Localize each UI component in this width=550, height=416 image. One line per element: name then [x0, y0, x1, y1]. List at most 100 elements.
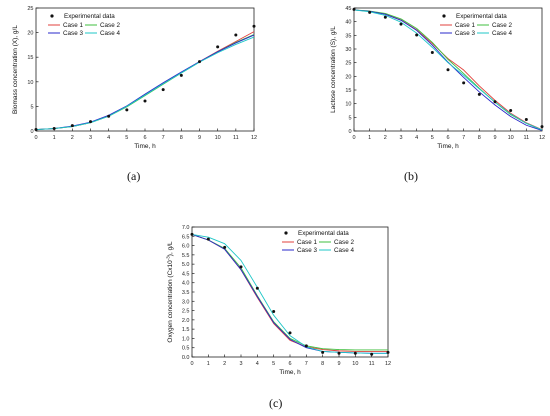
y-tick-label: 5.5 — [182, 253, 190, 259]
y-tick-label: 10 — [345, 102, 351, 108]
x-tick-label: 11 — [523, 135, 529, 141]
y-tick-label: 4.5 — [182, 271, 190, 277]
y-tick-label: 3.5 — [182, 290, 190, 296]
y-tick-label: 30 — [345, 47, 351, 53]
x-tick-label: 8 — [478, 135, 481, 141]
y-tick-label: 15 — [27, 55, 33, 61]
y-tick-label: 20 — [345, 74, 351, 80]
y-tick-label: 40 — [345, 20, 351, 26]
series-line-case-4 — [353, 9, 543, 131]
y-tick-label: 45 — [345, 6, 351, 12]
y-tick-label: 5.0 — [182, 262, 190, 268]
x-tick-label: 10 — [352, 361, 358, 367]
x-tick-label: 4 — [107, 135, 110, 141]
data-point — [415, 33, 419, 37]
y-tick-label: 2.0 — [182, 318, 190, 324]
y-tick-label: 10 — [27, 80, 33, 86]
data-point — [143, 99, 147, 103]
y-tick-label: 6.5 — [182, 234, 190, 240]
data-point — [540, 125, 544, 129]
x-tick-label: 2 — [71, 135, 74, 141]
chart-panel-2: 0 1 2 3 4 5 6 7 8 9 10 11 120.00.51.01.52.02.53.03.5… — [166, 225, 392, 376]
data-point — [524, 118, 528, 122]
y-tick-label: 4.0 — [182, 281, 190, 287]
data-point — [190, 232, 194, 236]
x-tick-label: 2 — [384, 135, 387, 141]
x-tick-label: 11 — [233, 135, 239, 141]
data-point — [446, 68, 450, 72]
legend-entry: Case 4 — [492, 30, 512, 37]
data-point — [206, 237, 210, 241]
data-point — [252, 24, 256, 28]
data-point — [70, 124, 74, 128]
panel-label-b: (b) — [404, 169, 418, 183]
data-point — [430, 51, 434, 55]
legend-entry: Experimental data — [456, 13, 507, 20]
x-tick-label: 1 — [53, 135, 56, 141]
panel-label-a: (a) — [127, 169, 141, 183]
x-tick-label: 9 — [493, 135, 496, 141]
data-point — [161, 88, 165, 92]
x-tick-label: 0 — [34, 135, 37, 141]
x-tick-label: 3 — [89, 135, 92, 141]
y-tick-label: 1.0 — [182, 336, 190, 342]
series-line-case-2 — [353, 9, 543, 131]
x-tick-label: 0 — [352, 135, 355, 141]
x-tick-label: 4 — [256, 361, 259, 367]
y-axis-label: Lactose concentration (S), g/L — [330, 26, 337, 113]
series-line-case-4 — [35, 36, 255, 130]
x-tick-label: 12 — [385, 361, 391, 367]
y-tick-label: 15 — [345, 88, 351, 94]
legend: Experimental data Case 1 Case 2 Case 3 Case … — [440, 13, 512, 37]
series-line-case-2 — [35, 34, 255, 130]
data-point — [386, 350, 390, 354]
y-tick-label: 5 — [30, 104, 33, 110]
legend-entry: Case 2 — [492, 22, 512, 29]
data-point — [52, 127, 56, 131]
x-tick-label: 10 — [508, 135, 514, 141]
data-point — [198, 60, 201, 64]
x-tick-label: 7 — [162, 135, 165, 141]
y-tick-label: 7.0 — [182, 225, 190, 231]
data-point — [337, 351, 341, 355]
data-point — [493, 100, 497, 104]
y-tick-label: 6.0 — [182, 244, 190, 250]
data-point — [125, 108, 129, 112]
data-point — [89, 120, 92, 124]
x-tick-label: 1 — [207, 361, 210, 367]
x-tick-label: 3 — [399, 135, 402, 141]
x-tick-label: 7 — [462, 135, 465, 141]
series-line-case-4 — [191, 233, 388, 354]
y-tick-label: 1.5 — [182, 327, 190, 333]
chart-panel-1: 0 1 2 3 4 5 6 7 8 9 10 11 12051015202530354045Time, … — [330, 6, 545, 150]
data-point — [234, 33, 238, 37]
data-point — [272, 310, 276, 313]
data-point — [477, 92, 481, 96]
legend-entry: Case 2 — [100, 22, 120, 29]
y-tick-label: 0 — [30, 129, 33, 135]
data-point — [370, 352, 374, 356]
legend-entry: Case 2 — [334, 239, 354, 246]
legend-entry: Case 1 — [297, 239, 317, 246]
x-tick-label: 8 — [180, 135, 183, 141]
x-tick-label: 6 — [288, 361, 291, 367]
x-tick-label: 6 — [143, 135, 146, 141]
legend-marker — [50, 14, 54, 18]
legend-entry: Case 1 — [455, 22, 475, 29]
legend-entry: Case 3 — [455, 30, 475, 37]
data-point — [368, 10, 372, 14]
x-tick-label: 2 — [223, 361, 226, 367]
data-point — [34, 128, 38, 132]
y-tick-label: 0.0 — [182, 355, 190, 361]
x-tick-label: 5 — [272, 361, 275, 367]
x-tick-label: 5 — [125, 135, 128, 141]
y-tick-label: 25 — [345, 61, 351, 67]
y-tick-label: 35 — [345, 33, 351, 39]
x-tick-label: 8 — [321, 361, 324, 367]
x-tick-label: 11 — [369, 361, 375, 367]
x-tick-label: 9 — [198, 135, 201, 141]
series-line-case-1 — [35, 31, 255, 130]
x-tick-label: 12 — [539, 135, 545, 141]
data-point — [216, 45, 220, 49]
